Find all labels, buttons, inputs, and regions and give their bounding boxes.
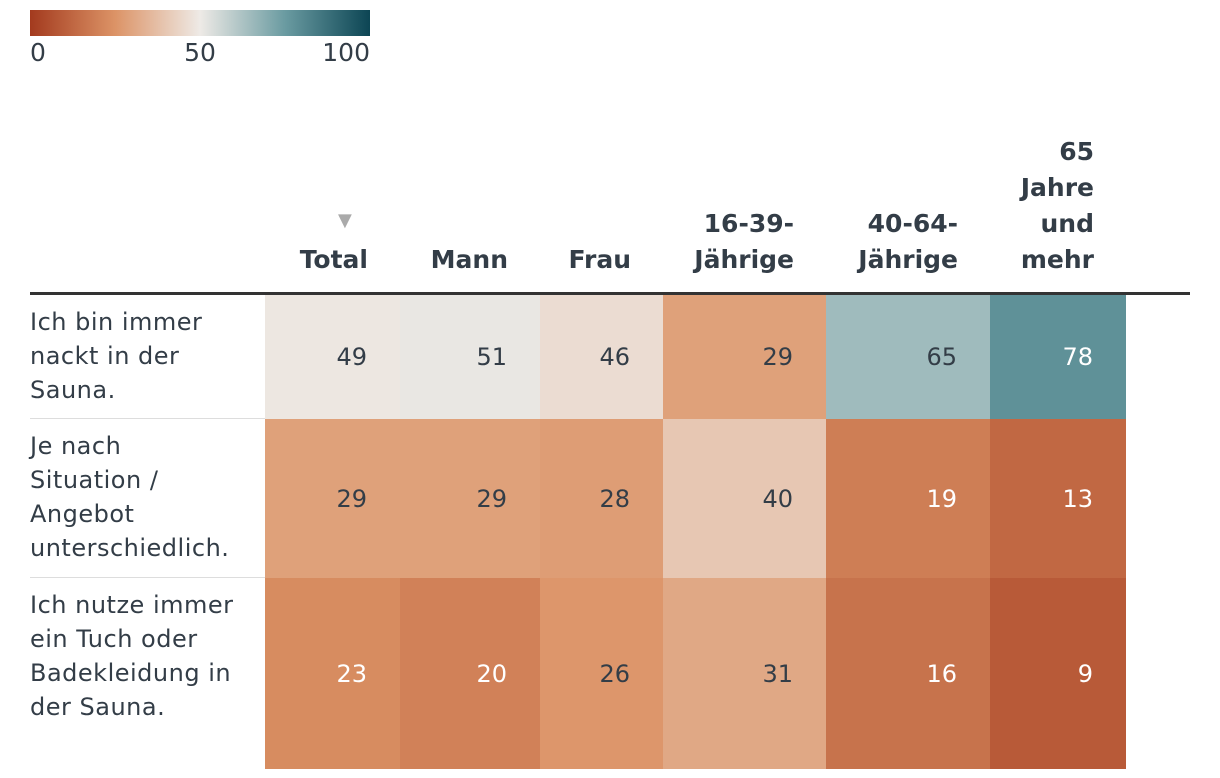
legend-tick-label: 50 (184, 38, 216, 67)
legend-tick-label: 0 (30, 38, 46, 67)
sort-indicator[interactable]: ▼ (338, 210, 352, 231)
header-rule (30, 292, 1190, 295)
row-separator (30, 577, 265, 578)
heatmap-cell: 16 (826, 578, 990, 769)
cell-value: 31 (762, 659, 793, 688)
cell-value: 29 (336, 484, 367, 513)
heatmap-cell: 19 (826, 419, 990, 578)
cell-value: 65 (926, 343, 957, 371)
legend-tick-label: 100 (322, 38, 370, 67)
column-header: Mann (430, 245, 508, 274)
heatmap-cell: 49 (265, 295, 400, 419)
heatmap-cell: 13 (990, 419, 1126, 578)
row-label: Je nach Situation / Angebot unterschiedl… (30, 432, 230, 562)
cell-value: 23 (336, 659, 367, 688)
column-header: 40-64-Jährige (858, 209, 958, 274)
heatmap-cell: 40 (663, 419, 826, 578)
heatmap-cell: 29 (400, 419, 540, 578)
cell-value: 28 (599, 484, 630, 513)
cell-value: 29 (762, 343, 793, 371)
cell-value: 26 (599, 659, 630, 688)
legend-gradient (30, 10, 370, 36)
heatmap-cell: 26 (540, 578, 663, 769)
cell-value: 40 (762, 484, 793, 513)
cell-value: 16 (926, 659, 957, 688)
heatmap-cell: 29 (663, 295, 826, 419)
row-label: Ich nutze immer ein Tuch oder Badekleidu… (30, 591, 234, 721)
heatmap-cell: 28 (540, 419, 663, 578)
cell-value: 78 (1062, 343, 1093, 371)
cell-value: 46 (599, 343, 630, 371)
row-separator (30, 418, 265, 419)
heatmap-cell: 29 (265, 419, 400, 578)
column-header: 16-39-Jährige (694, 209, 794, 274)
cell-value: 9 (1077, 659, 1093, 688)
column-header: Total (299, 245, 368, 274)
column-header: 65 Jahre und mehr (1020, 137, 1094, 274)
heatmap-cell: 65 (826, 295, 990, 419)
cell-value: 13 (1062, 484, 1093, 513)
cell-value: 20 (476, 659, 507, 688)
column-header: Frau (568, 245, 631, 274)
row-label: Ich bin immer nackt in der Sauna. (30, 308, 203, 404)
heatmap-cell: 51 (400, 295, 540, 419)
heatmap-cell: 46 (540, 295, 663, 419)
heatmap-cell: 9 (990, 578, 1126, 769)
cell-value: 51 (476, 343, 507, 371)
cell-value: 19 (926, 484, 957, 513)
heatmap-cell: 23 (265, 578, 400, 769)
cell-value: 29 (476, 484, 507, 513)
heatmap-cell: 31 (663, 578, 826, 769)
heatmap-cell: 20 (400, 578, 540, 769)
cell-value: 49 (336, 343, 367, 371)
heatmap-cell: 78 (990, 295, 1126, 419)
